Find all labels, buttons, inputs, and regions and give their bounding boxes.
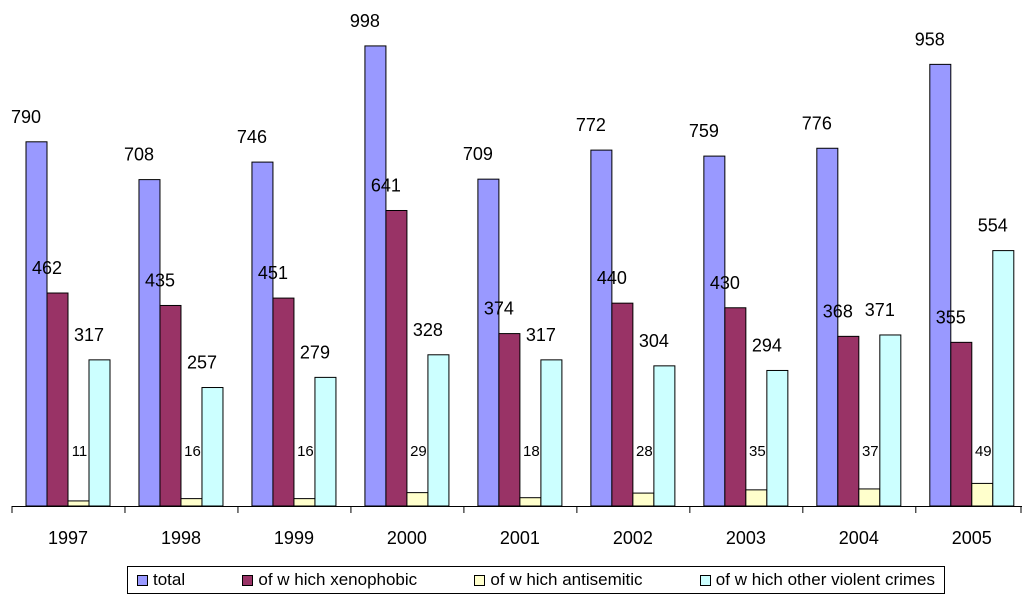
x-tick-label: 2004 (839, 528, 879, 548)
bar-xenophobic (272, 297, 295, 507)
bar-total (251, 161, 274, 507)
x-tick-label: 2002 (613, 528, 653, 548)
bar-xenophobic (837, 335, 860, 507)
value-label-antisemitic: 28 (636, 443, 653, 460)
value-label-other-violent: 294 (752, 335, 782, 355)
bars-layer (25, 45, 1015, 507)
value-label-antisemitic: 35 (749, 443, 766, 460)
x-tick-label: 2000 (387, 528, 427, 548)
legend-label-antisemitic: of w hich antisemitic (490, 570, 643, 589)
value-label-antisemitic: 11 (72, 443, 88, 460)
value-label-other-violent: 328 (413, 320, 443, 340)
value-label-xenophobic: 355 (936, 307, 966, 327)
value-label-other-violent: 371 (865, 300, 895, 320)
value-label-other-violent: 317 (526, 325, 556, 345)
bar-xenophobic (724, 307, 747, 507)
bar-antisemitic (745, 489, 768, 507)
legend-item-xenophobic: of w hich xenophobic (242, 570, 417, 590)
value-label-total: 790 (11, 107, 41, 127)
value-label-antisemitic: 18 (523, 443, 540, 460)
value-label-total: 998 (350, 11, 380, 31)
legend-item-antisemitic: of w hich antisemitic (474, 570, 643, 590)
legend-item-total: total (137, 570, 185, 590)
legend-label-total: total (153, 570, 186, 589)
bar-xenophobic (498, 333, 521, 507)
value-label-total: 759 (689, 121, 719, 141)
legend-swatch-antisemitic (474, 574, 486, 586)
bar-total (703, 155, 726, 507)
value-label-xenophobic: 440 (597, 268, 627, 288)
legend-swatch-other-violent (699, 574, 711, 586)
bar-total (138, 179, 161, 507)
bar-other-violent (992, 250, 1015, 507)
value-label-total: 746 (237, 127, 267, 147)
value-label-total: 772 (576, 115, 606, 135)
bar-xenophobic (950, 341, 973, 507)
bar-antisemitic (293, 498, 316, 507)
legend-swatch-total (137, 574, 148, 586)
bar-other-violent (88, 359, 111, 507)
value-label-other-violent: 257 (187, 353, 217, 373)
bar-xenophobic (159, 304, 182, 507)
x-axis: 1997 1998 1999 2000 2001 2002 2003 2004 2005 (11, 506, 1022, 548)
value-label-xenophobic: 451 (258, 263, 288, 283)
bar-antisemitic (632, 492, 655, 507)
bar-other-violent (879, 334, 902, 507)
value-label-xenophobic: 368 (823, 301, 853, 321)
bar-total (477, 178, 500, 507)
x-tick-label: 2001 (500, 528, 540, 548)
bar-total (364, 45, 387, 507)
value-label-antisemitic: 16 (297, 443, 314, 460)
value-label-total: 708 (124, 145, 154, 165)
bar-other-violent (201, 387, 224, 507)
value-label-total: 776 (802, 113, 832, 133)
bar-other-violent (314, 376, 337, 507)
legend-label-other-violent: of w hich other violent crimes (715, 570, 935, 589)
value-label-xenophobic: 374 (484, 299, 514, 319)
value-label-other-violent: 304 (639, 331, 669, 351)
value-label-xenophobic: 430 (710, 273, 740, 293)
value-label-other-violent: 554 (978, 216, 1008, 236)
value-label-antisemitic: 37 (862, 443, 879, 460)
value-label-xenophobic: 435 (145, 270, 175, 290)
x-tick-label: 2005 (952, 528, 992, 548)
x-tick-label: 2003 (726, 528, 766, 548)
bar-antisemitic (180, 498, 203, 507)
value-label-other-violent: 279 (300, 342, 330, 362)
x-tick-label: 1998 (161, 528, 201, 548)
value-label-xenophobic: 641 (371, 175, 401, 195)
value-labels-layer: 790 462 11 317 708 435 16 257 746 451 16 279 998 641 2… (11, 11, 1008, 460)
bar-antisemitic (858, 488, 881, 507)
bar-antisemitic (519, 497, 542, 507)
bar-xenophobic (46, 292, 69, 507)
value-label-other-violent: 317 (74, 325, 104, 345)
value-label-antisemitic: 29 (410, 443, 427, 460)
bar-antisemitic (971, 482, 994, 507)
bar-xenophobic (611, 302, 634, 507)
bar-xenophobic (385, 209, 408, 507)
x-tick-label: 1999 (274, 528, 314, 548)
bar-antisemitic (406, 492, 429, 507)
value-label-xenophobic: 462 (32, 258, 62, 278)
legend-swatch-xenophobic (242, 574, 254, 586)
bar-other-violent (540, 359, 563, 507)
value-label-total: 709 (463, 144, 493, 164)
legend-label-xenophobic: of w hich xenophobic (258, 570, 418, 589)
x-tick-label: 1997 (48, 528, 88, 548)
bar-other-violent (766, 369, 789, 507)
bar-other-violent (427, 354, 450, 507)
bar-total (929, 63, 952, 507)
bar-total (816, 147, 839, 507)
value-label-antisemitic: 16 (184, 443, 201, 460)
value-label-total: 958 (915, 29, 945, 49)
legend-item-other-violent: of w hich other violent crimes (699, 570, 935, 590)
bar-total (25, 141, 48, 507)
bar-antisemitic (67, 500, 90, 507)
bar-other-violent (653, 365, 676, 507)
bar-total (590, 149, 613, 507)
legend: total of w hich xenophobic of w hich ant… (127, 566, 945, 594)
value-label-antisemitic: 49 (975, 443, 992, 460)
